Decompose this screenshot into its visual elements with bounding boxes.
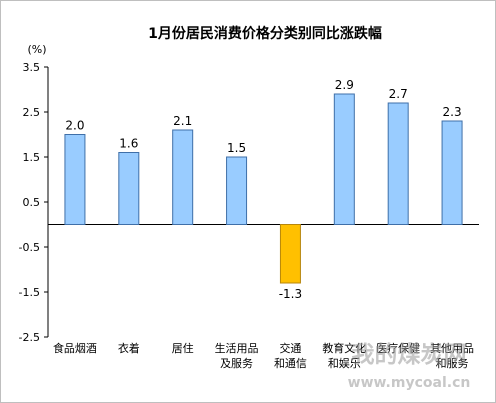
x-tick-label-line: 其他用品 (430, 342, 474, 355)
y-tick-label: 2.5 (23, 106, 41, 119)
data-label: 2.7 (389, 87, 408, 101)
x-tick-label: 生活用品及服务 (215, 341, 259, 370)
data-label: 2.1 (173, 114, 192, 128)
x-tick-label-line: 和通信 (274, 357, 307, 370)
x-tick-label-line: 生活用品 (215, 341, 259, 355)
watermark-url: www.mycoal.cn (348, 375, 471, 391)
bars (64, 93, 463, 284)
watermark: 我的煤炭网 www.mycoal.cn (348, 341, 471, 391)
x-tick-label: 其他用品和服务 (430, 342, 474, 370)
y-tick-label: -0.5 (19, 241, 40, 254)
x-tick-label-line: 和娱乐 (328, 356, 361, 370)
y-tick-label: 1.5 (23, 151, 41, 164)
bar (387, 102, 409, 225)
bar (226, 156, 248, 225)
axis-group (44, 66, 479, 338)
x-tick-label-line: 食品烟酒 (53, 341, 97, 355)
x-tick-label: 交通和通信 (274, 341, 307, 370)
bar (333, 93, 355, 225)
y-axis-unit: (%) (27, 43, 46, 56)
bar (64, 134, 86, 225)
x-tick-label-line: 及服务 (220, 357, 253, 370)
y-tick-label: 0.5 (23, 196, 41, 209)
watermark-logo-text: 我的煤炭网 (352, 341, 467, 368)
x-tick-label-line: 教育文化 (322, 341, 366, 355)
data-label: 2.0 (65, 119, 84, 133)
y-tick-labels: 3.5 2.5 1.5 0.5 -0.5 -1.5 -2.5 (19, 61, 40, 344)
x-tick-label: 衣着 (118, 341, 140, 355)
x-tick-label: 医疗保健 (376, 341, 420, 355)
data-label: 2.9 (335, 78, 354, 92)
x-tick-label: 食品烟酒 (53, 341, 97, 355)
x-tick-label-line: 居住 (172, 341, 194, 355)
data-labels: 2.0 1.6 2.1 1.5 -1.3 2.9 2.7 2.3 (65, 78, 461, 301)
y-tick-label: -2.5 (19, 331, 40, 344)
y-tick-label: -1.5 (19, 286, 40, 299)
x-tick-label-line: 交通 (279, 341, 301, 355)
data-label: -1.3 (279, 287, 302, 301)
bar (441, 120, 463, 225)
x-tick-label: 居住 (172, 341, 194, 355)
chart-title: 1月份居民消费价格分类别同比涨跌幅 (148, 25, 382, 42)
x-tick-label-line: 衣着 (118, 341, 140, 355)
data-label: 1.5 (227, 141, 246, 155)
y-tick-label: 3.5 (23, 61, 41, 74)
data-label: 1.6 (119, 137, 138, 151)
x-tick-label: 教育文化和娱乐 (322, 341, 366, 370)
bar (279, 224, 301, 284)
data-label: 2.3 (443, 105, 462, 119)
bar (172, 129, 194, 225)
x-tick-label-line: 和服务 (436, 357, 469, 370)
bar (118, 152, 140, 225)
x-tick-label-line: 医疗保健 (376, 341, 420, 355)
